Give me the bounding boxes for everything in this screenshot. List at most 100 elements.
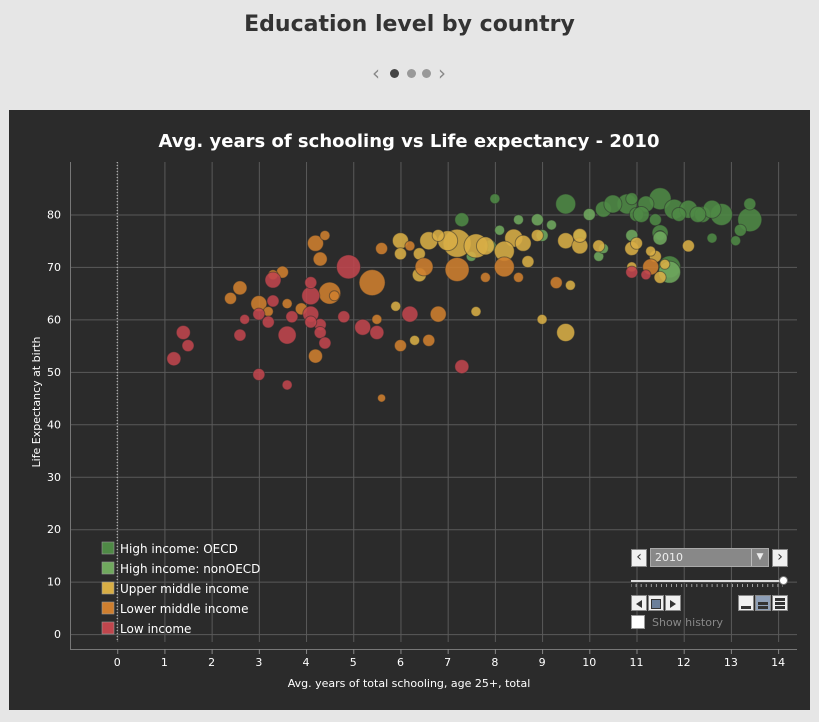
data-point-lower-middle-income — [224, 291, 238, 305]
show-history-checkbox[interactable] — [631, 615, 645, 629]
y-tick-label: 50 — [47, 366, 61, 379]
x-tick-label: 3 — [255, 656, 262, 669]
pager-dot-1[interactable] — [390, 69, 399, 78]
data-point-high-income-nonoecd — [546, 219, 558, 231]
data-point-low-income — [304, 315, 318, 329]
data-point-high-income-oecd — [489, 193, 501, 205]
data-point-low-income — [264, 271, 282, 289]
data-point-low-income — [354, 318, 372, 336]
story-pager: ‹ › — [370, 61, 454, 85]
data-point-low-income — [285, 310, 299, 324]
legend-label: Low income — [120, 622, 191, 636]
x-tick-label: 4 — [303, 656, 310, 669]
data-point-low-income — [266, 294, 280, 308]
data-point-upper-middle-income — [521, 255, 535, 269]
data-point-upper-middle-income — [564, 279, 576, 291]
chart-panel: Avg. years of schooling vs Life expectan… — [9, 110, 810, 710]
speed-slow-icon — [741, 606, 751, 609]
legend-label: High income: nonOECD — [120, 562, 260, 576]
data-point-lower-middle-income — [281, 298, 293, 310]
step-back-icon — [636, 600, 642, 608]
speed-slow-button[interactable] — [738, 595, 754, 611]
data-point-lower-middle-income — [307, 348, 323, 364]
x-tick-label: 1 — [161, 656, 168, 669]
step-forward-button[interactable] — [665, 595, 681, 611]
data-point-high-income-oecd — [648, 213, 662, 227]
data-point-low-income — [369, 324, 385, 340]
x-tick-label: 2 — [208, 656, 215, 669]
data-point-upper-middle-income — [470, 306, 482, 318]
x-tick-label: 13 — [724, 656, 738, 669]
chevron-down-icon: ▼ — [751, 549, 768, 566]
data-point-upper-middle-income — [409, 334, 421, 346]
x-tick-label: 7 — [444, 656, 451, 669]
year-select[interactable]: 2010 ▼ — [650, 548, 769, 567]
y-tick-label: 0 — [54, 628, 61, 641]
data-point-upper-middle-income — [536, 313, 548, 325]
data-point-low-income — [401, 305, 419, 323]
year-slider-knob[interactable] — [779, 576, 788, 585]
data-point-upper-middle-income — [681, 239, 695, 253]
data-point-low-income — [281, 379, 293, 391]
chevron-left-icon: ‹ — [636, 549, 642, 565]
y-tick-label: 10 — [47, 576, 61, 589]
data-point-high-income-nonoecd — [530, 213, 544, 227]
data-point-upper-middle-income — [390, 300, 402, 312]
data-point-low-income — [252, 307, 266, 321]
data-point-lower-middle-income — [404, 240, 416, 252]
x-tick-label: 14 — [771, 656, 785, 669]
data-point-lower-middle-income — [328, 290, 340, 302]
data-point-high-income-nonoecd — [652, 230, 668, 246]
data-point-lower-middle-income — [479, 271, 491, 283]
y-tick-label: 40 — [47, 418, 61, 431]
data-point-lower-middle-income — [414, 257, 434, 277]
data-point-lower-middle-income — [422, 333, 436, 347]
pager-dot-3[interactable] — [422, 69, 431, 78]
legend-swatch — [101, 561, 115, 575]
data-point-low-income — [233, 328, 247, 342]
data-point-upper-middle-income — [572, 227, 588, 243]
x-tick-label: 0 — [114, 656, 121, 669]
data-point-low-income — [166, 351, 182, 367]
data-point-high-income-oecd — [632, 205, 650, 223]
chevron-right-icon: › — [777, 549, 783, 565]
speed-medium-icon — [758, 602, 768, 609]
data-point-lower-middle-income — [512, 271, 524, 283]
data-point-lower-middle-income — [375, 242, 389, 256]
speed-medium-button[interactable] — [755, 595, 771, 611]
year-next-button[interactable]: › — [772, 549, 788, 567]
year-prev-button[interactable]: ‹ — [631, 549, 647, 567]
data-point-lower-middle-income — [371, 313, 383, 325]
data-point-lower-middle-income — [358, 269, 386, 297]
data-point-low-income — [181, 339, 195, 353]
legend-swatch — [101, 581, 115, 595]
year-slider-track[interactable] — [631, 580, 783, 582]
stop-button[interactable] — [648, 595, 664, 611]
data-point-upper-middle-income — [653, 270, 667, 284]
pager-prev-icon[interactable]: ‹ — [372, 61, 380, 85]
pager-next-icon[interactable]: › — [438, 61, 446, 85]
step-back-button[interactable] — [631, 595, 647, 611]
legend-swatch — [101, 621, 115, 635]
x-tick-label: 6 — [397, 656, 404, 669]
data-point-low-income — [313, 325, 327, 339]
data-point-lower-middle-income — [377, 393, 387, 403]
y-tick-label: 60 — [47, 313, 61, 326]
data-point-lower-middle-income — [429, 305, 447, 323]
y-axis-label: Life Expectancy at birth — [30, 336, 43, 467]
speed-fast-button[interactable] — [772, 595, 788, 611]
y-tick-label: 30 — [47, 471, 61, 484]
data-point-high-income-oecd — [671, 206, 687, 222]
x-tick-label: 10 — [582, 656, 596, 669]
pager-dot-2[interactable] — [407, 69, 416, 78]
y-tick-label: 70 — [47, 261, 61, 274]
data-point-upper-middle-income — [557, 232, 575, 250]
year-select-value: 2010 — [655, 551, 683, 564]
legend-label: Upper middle income — [120, 582, 249, 596]
data-point-low-income — [454, 359, 470, 375]
data-point-high-income-nonoecd — [512, 214, 524, 226]
data-point-lower-middle-income — [444, 257, 470, 283]
data-point-upper-middle-income — [645, 245, 657, 257]
speed-fast-icon — [775, 598, 785, 609]
legend-swatch — [101, 601, 115, 615]
